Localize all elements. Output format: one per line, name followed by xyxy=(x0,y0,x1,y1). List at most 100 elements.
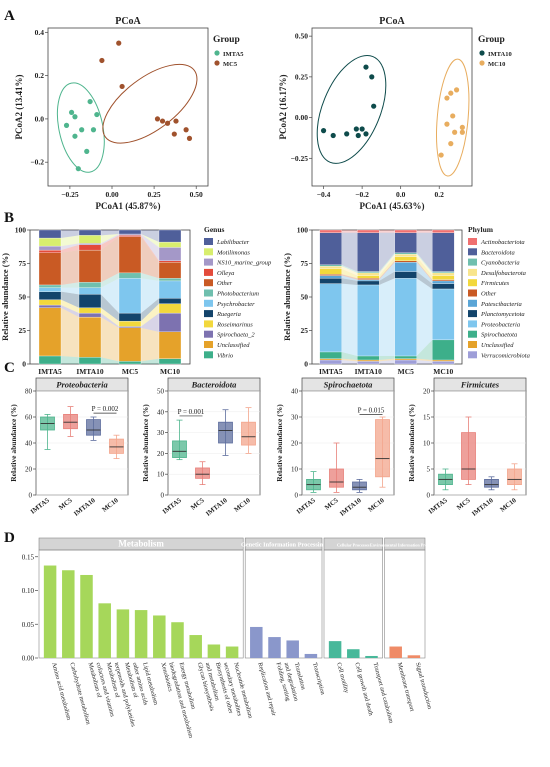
bar-segment xyxy=(78,294,102,308)
flow-band xyxy=(416,358,433,362)
category-label: Cell growth and death xyxy=(353,662,374,718)
flow-band xyxy=(341,278,358,285)
legend-swatch xyxy=(204,268,213,276)
flow-band xyxy=(341,266,358,276)
legend-label: IMTA10 xyxy=(488,51,512,58)
bar-segment xyxy=(158,260,182,263)
bar-segment xyxy=(319,268,342,275)
bar-segment xyxy=(38,284,62,288)
bar-segment xyxy=(118,326,142,328)
plot-frame xyxy=(311,27,473,187)
legend-swatch xyxy=(468,299,477,307)
flow-band xyxy=(101,234,119,244)
data-point xyxy=(353,126,359,132)
kegg-bars: 0.00 0.05 0.10 0.15 Metabolism Amino acid met… xyxy=(22,537,441,739)
legend-title: Group xyxy=(478,35,505,45)
flow-band xyxy=(61,235,79,247)
boxplot-C1: Proteobacteria 0 20 40 60 80 IMTA5 MC5 IMTA10 MC1… xyxy=(9,377,129,518)
data-point xyxy=(94,111,100,118)
y-tick-label: 0 xyxy=(295,492,299,500)
data-point xyxy=(119,83,125,90)
x-tick-label: MC10 xyxy=(101,497,120,514)
legend-title: Phylum xyxy=(468,225,494,234)
flow-band xyxy=(61,307,79,358)
bar-segment xyxy=(394,359,417,365)
y-tick-label: 0.00 xyxy=(22,655,35,663)
bar-segment xyxy=(357,272,380,276)
x-tick-label: 0.00 xyxy=(105,190,118,199)
bar-segment xyxy=(118,327,142,362)
flow-band xyxy=(416,278,433,356)
x-tick-label: IMTA5 xyxy=(296,497,318,516)
flow-band xyxy=(101,278,119,314)
flow-band xyxy=(379,254,395,276)
bar-segment xyxy=(319,229,342,233)
boxplot-C4: Firmicutes 0 5 10 15 20 IMTA5 MC5 IMTA10 MC10 Rela… xyxy=(407,377,527,518)
data-point xyxy=(444,95,450,101)
bar-segment xyxy=(394,232,417,253)
flow-band xyxy=(379,260,395,280)
bar-segment xyxy=(432,359,455,362)
legend-swatch xyxy=(204,351,213,359)
category-label: Cell motility xyxy=(335,662,350,695)
confidence-ellipse xyxy=(436,58,470,177)
flow-band xyxy=(341,268,358,279)
box xyxy=(375,419,390,478)
x-tick-label: IMTA10 xyxy=(339,497,363,518)
bar-segment xyxy=(78,357,102,365)
y-tick-label: 0.15 xyxy=(22,553,35,561)
bar-segment xyxy=(432,280,455,284)
chart-title: PCoA xyxy=(115,16,141,27)
y-tick-label: 20 xyxy=(25,466,33,474)
y-tick-label: 100 xyxy=(15,226,27,235)
boxplot-C2: Bacteroidota 0 10 20 30 40 50 IMTA5 MC5 IMTA10 MC1… xyxy=(141,377,261,518)
bar-segment xyxy=(78,244,102,251)
flow-band xyxy=(101,357,119,364)
y-tick-label: 0 xyxy=(427,492,431,500)
bar xyxy=(98,603,111,658)
y-tick-label: 25 xyxy=(301,326,309,335)
y-tick-label: 10 xyxy=(291,466,299,474)
bar-segment xyxy=(38,307,62,357)
bar-segment xyxy=(158,312,182,332)
box xyxy=(172,440,187,458)
bar-segment xyxy=(319,264,342,267)
y-tick-label: 30 xyxy=(291,414,299,422)
x-tick-label: IMTA10 xyxy=(355,367,383,376)
bar-segment xyxy=(38,291,62,300)
bar-segment xyxy=(158,303,182,314)
flow-band xyxy=(101,294,119,322)
flow-band xyxy=(101,236,119,283)
bar-segment xyxy=(394,262,417,272)
flow-band xyxy=(379,271,395,285)
pcoa-A2: PCoA −0.4 −0.2 0.0 0.2 −0.25 0.00 0.25 0.50 PCoA1… xyxy=(278,16,512,211)
y-axis-label: Relative abundance (%) xyxy=(275,404,284,482)
legend-swatch xyxy=(204,258,213,266)
bar-segment xyxy=(158,331,182,359)
bar xyxy=(347,649,360,658)
box xyxy=(329,468,344,488)
legend-label: Verrucomicrobiota xyxy=(481,352,530,359)
flow-band xyxy=(61,282,79,288)
data-point xyxy=(90,127,97,133)
bar-segment xyxy=(78,312,102,318)
confidence-ellipse xyxy=(316,54,387,164)
flow-band xyxy=(341,359,358,364)
bar-segment xyxy=(118,272,142,279)
panel-label-B: B xyxy=(4,210,14,226)
data-point xyxy=(173,118,179,124)
legend-label: Planctomycetota xyxy=(480,311,525,318)
legend-swatch xyxy=(468,258,477,266)
bar-segment xyxy=(319,274,342,276)
legend-label: Spirochaeta_2 xyxy=(217,332,255,339)
flow-band xyxy=(141,298,159,322)
box xyxy=(507,468,522,486)
bar-segment xyxy=(78,287,102,295)
bar-segment xyxy=(319,351,342,359)
flow-band xyxy=(101,235,119,251)
legend-swatch xyxy=(468,310,477,318)
y-axis-label: PCoA2 (16.17%) xyxy=(278,75,288,140)
bar-segment xyxy=(158,298,182,304)
x-tick-label: IMTA5 xyxy=(319,367,343,376)
data-point xyxy=(359,126,365,132)
